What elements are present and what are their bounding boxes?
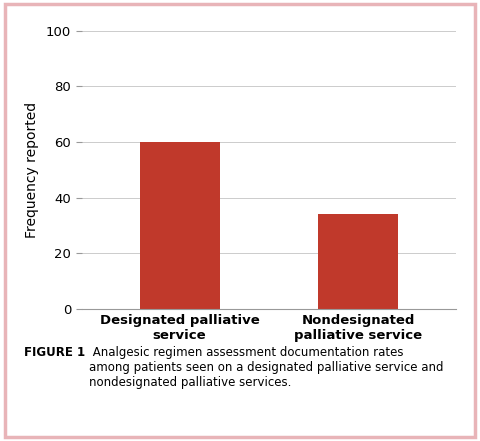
Y-axis label: Frequency reported: Frequency reported (25, 102, 39, 238)
Bar (318, 214, 398, 309)
Text: Analgesic regimen assessment documentation rates
among patients seen on a design: Analgesic regimen assessment documentati… (89, 346, 444, 389)
Text: FIGURE 1: FIGURE 1 (24, 346, 85, 359)
Bar (140, 142, 220, 309)
